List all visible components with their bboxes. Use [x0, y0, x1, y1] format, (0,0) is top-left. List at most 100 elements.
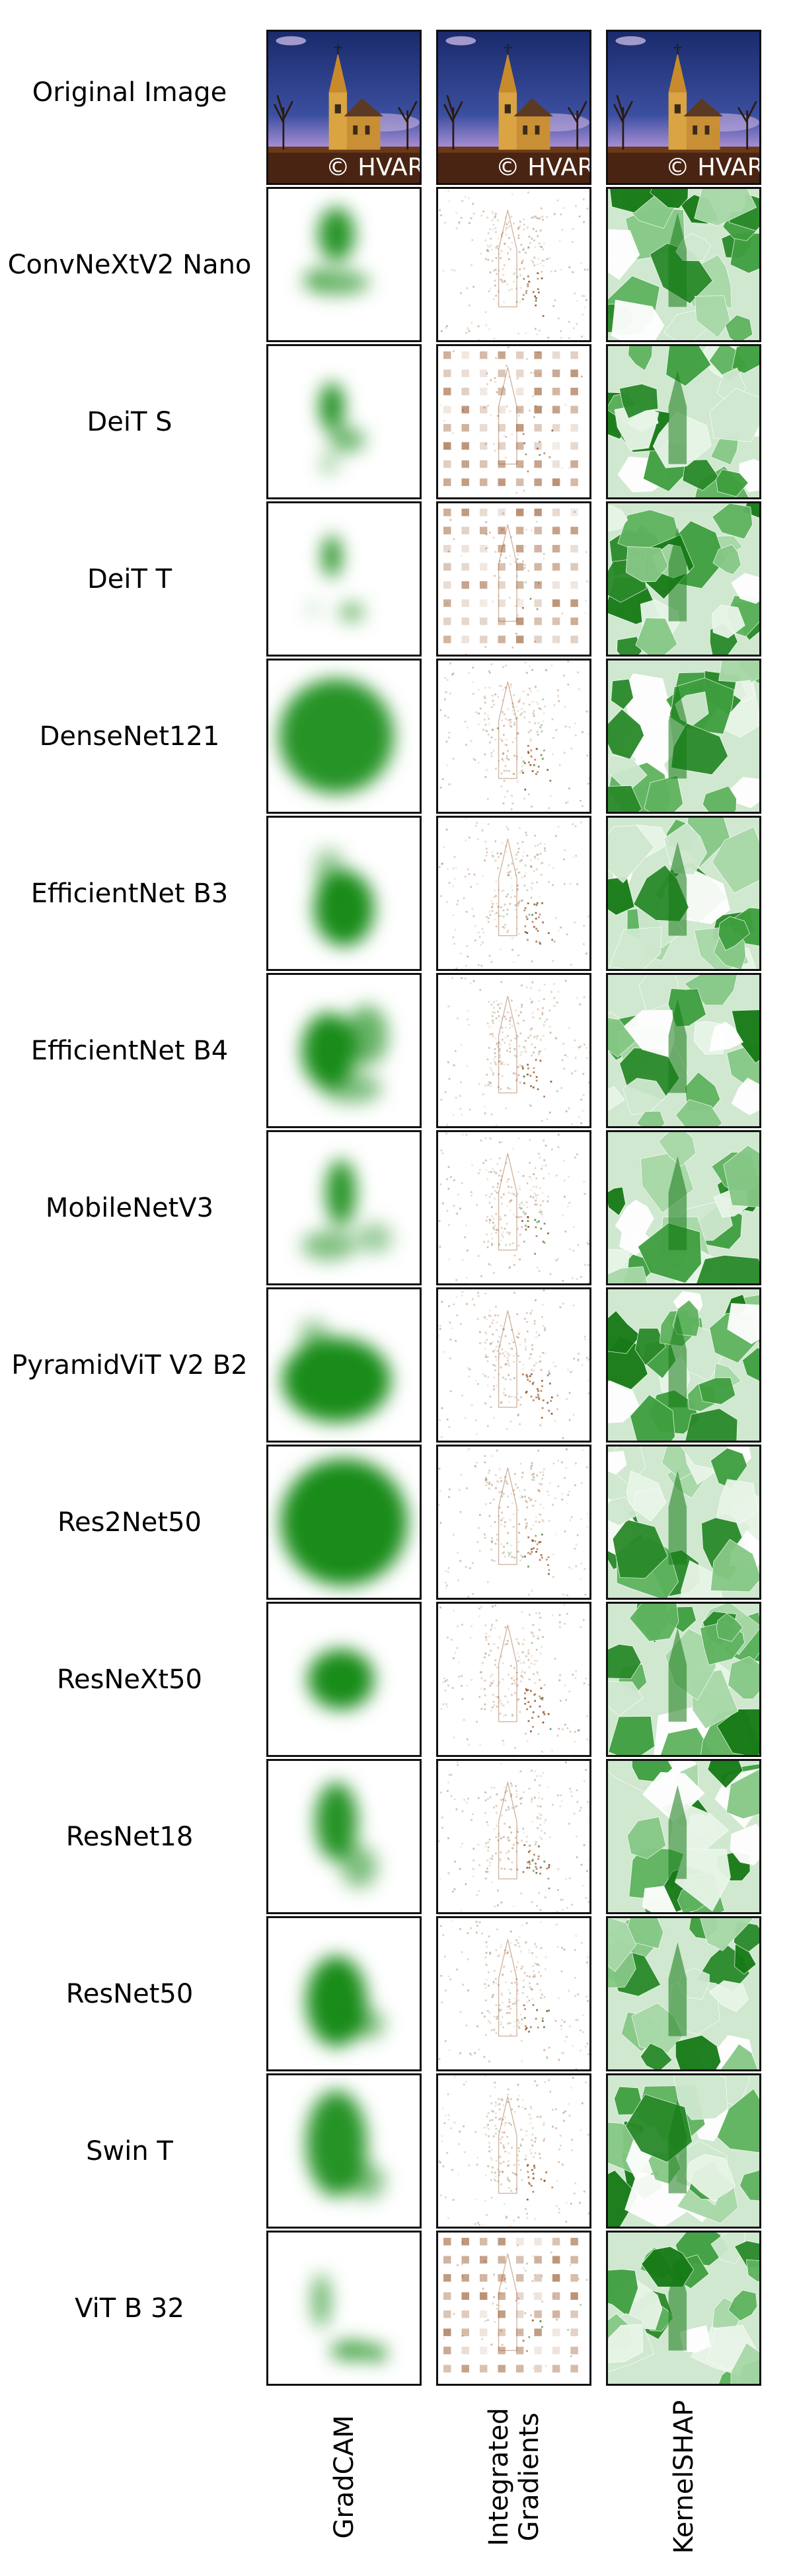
- svg-text:© HVARGAS IMAGE: © HVARGAS IMAGE: [496, 153, 589, 182]
- row-label-deit-t: DeiT T: [87, 563, 172, 594]
- column-label-integrated-gradients: Integrated Gradients: [436, 2391, 591, 2563]
- gradcam-heatmap: [268, 818, 420, 969]
- gradcam-map-mobilenetv3: [266, 1130, 422, 1285]
- shap-map-efficientnet-b3: [606, 816, 761, 971]
- ig-map-resnext50: [436, 1602, 591, 1757]
- ig-map-resnet18: [436, 1759, 591, 1914]
- column-label-line: Gradients: [513, 2412, 545, 2542]
- gradcam-map-densenet121: [266, 659, 422, 814]
- ig-heatmap: [438, 503, 589, 655]
- ig-heatmap: [438, 975, 589, 1126]
- shap-map-resnet50: [606, 1916, 761, 2071]
- gradcam-map-swin-t: [266, 2073, 422, 2229]
- shap-map-densenet121: [606, 659, 761, 814]
- gradcam-map-resnext50: [266, 1602, 422, 1757]
- gradcam-heatmap: [268, 1289, 420, 1441]
- row-label-mobilenetv3: MobileNetV3: [45, 1192, 214, 1223]
- ig-map-convnextv2-nano: [436, 187, 591, 342]
- shap-heatmap: [608, 1604, 759, 1755]
- shap-heatmap: [608, 2233, 759, 2384]
- shap-heatmap: [608, 1132, 759, 1283]
- ig-map-vit-b-32: [436, 2231, 591, 2386]
- gradcam-heatmap: [268, 2075, 420, 2227]
- ig-heatmap: [438, 1447, 589, 1598]
- ig-map-densenet121: [436, 659, 591, 814]
- gradcam-heatmap: [268, 1918, 420, 2069]
- church-photo: © HVARGAS IMAGE: [438, 32, 589, 183]
- gradcam-heatmap: [268, 189, 420, 340]
- ig-heatmap: [438, 1604, 589, 1755]
- ig-heatmap: [438, 1132, 589, 1283]
- column-label-line: GradCAM: [328, 2415, 359, 2539]
- ig-map-mobilenetv3: [436, 1130, 591, 1285]
- shap-map-convnextv2-nano: [606, 187, 761, 342]
- column-label-line: KernelSHAP: [668, 2400, 699, 2554]
- shap-heatmap: [608, 1447, 759, 1598]
- ig-map-pyramidvit-v2-b2: [436, 1287, 591, 1443]
- ig-map-deit-s: [436, 344, 591, 499]
- shap-heatmap: [608, 1761, 759, 1912]
- ig-map-resnet50: [436, 1916, 591, 2071]
- shap-map-res2net50: [606, 1445, 761, 1600]
- gradcam-heatmap: [268, 975, 420, 1126]
- ig-map-deit-t: [436, 501, 591, 657]
- shap-map-pyramidvit-v2-b2: [606, 1287, 761, 1443]
- ig-heatmap: [438, 818, 589, 969]
- ig-heatmap: [438, 661, 589, 812]
- gradcam-heatmap: [268, 1604, 420, 1755]
- church-photo: © HVARGAS IMAGE: [268, 32, 420, 183]
- row-label-vit-b-32: ViT B 32: [75, 2293, 184, 2324]
- shap-map-resnext50: [606, 1602, 761, 1757]
- shap-map-swin-t: [606, 2073, 761, 2229]
- gradcam-heatmap: [268, 661, 420, 812]
- church-photo: © HVARGAS IMAGE: [608, 32, 759, 183]
- shap-map-efficientnet-b4: [606, 973, 761, 1128]
- gradcam-map-efficientnet-b3: [266, 816, 422, 971]
- shap-heatmap: [608, 818, 759, 969]
- gradcam-map-deit-t: [266, 501, 422, 657]
- row-label-pyramidvit-v2-b2: PyramidViT V2 B2: [11, 1349, 248, 1380]
- column-label-line: Integrated: [483, 2408, 514, 2546]
- row-label-convnextv2-nano: ConvNeXtV2 Nano: [7, 249, 252, 280]
- gradcam-heatmap: [268, 503, 420, 655]
- ig-heatmap: [438, 1289, 589, 1441]
- original-image-ig: © HVARGAS IMAGE: [436, 30, 591, 185]
- ig-heatmap: [438, 1761, 589, 1912]
- gradcam-heatmap: [268, 2233, 420, 2384]
- row-label-resnet50: ResNet50: [65, 1978, 194, 2009]
- shap-heatmap: [608, 2075, 759, 2227]
- gradcam-heatmap: [268, 1761, 420, 1912]
- row-label-deit-s: DeiT S: [87, 406, 172, 437]
- svg-text:© HVARGAS IMAGE: © HVARGAS IMAGE: [326, 153, 420, 182]
- shap-map-deit-s: [606, 344, 761, 499]
- shap-heatmap: [608, 503, 759, 655]
- row-label-original: Original Image: [32, 77, 227, 108]
- gradcam-map-efficientnet-b4: [266, 973, 422, 1128]
- column-label-kernelshap: KernelSHAP: [606, 2391, 761, 2563]
- shap-heatmap: [608, 189, 759, 340]
- column-label-gradcam: GradCAM: [266, 2391, 422, 2563]
- ig-heatmap: [438, 2233, 589, 2384]
- ig-heatmap: [438, 346, 589, 497]
- shap-heatmap: [608, 1918, 759, 2069]
- svg-text:© HVARGAS IMAGE: © HVARGAS IMAGE: [665, 153, 759, 182]
- gradcam-map-res2net50: [266, 1445, 422, 1600]
- ig-map-swin-t: [436, 2073, 591, 2229]
- row-label-resnet18: ResNet18: [65, 1821, 194, 1852]
- original-image-gradcam: © HVARGAS IMAGE: [266, 30, 422, 185]
- gradcam-map-vit-b-32: [266, 2231, 422, 2386]
- ig-heatmap: [438, 2075, 589, 2227]
- gradcam-map-resnet50: [266, 1916, 422, 2071]
- ig-map-res2net50: [436, 1445, 591, 1600]
- ig-map-efficientnet-b3: [436, 816, 591, 971]
- ig-heatmap: [438, 1918, 589, 2069]
- gradcam-heatmap: [268, 1447, 420, 1598]
- ig-heatmap: [438, 189, 589, 340]
- shap-heatmap: [608, 975, 759, 1126]
- gradcam-heatmap: [268, 346, 420, 497]
- gradcam-map-deit-s: [266, 344, 422, 499]
- gradcam-map-pyramidvit-v2-b2: [266, 1287, 422, 1443]
- shap-map-vit-b-32: [606, 2231, 761, 2386]
- shap-heatmap: [608, 346, 759, 497]
- gradcam-map-resnet18: [266, 1759, 422, 1914]
